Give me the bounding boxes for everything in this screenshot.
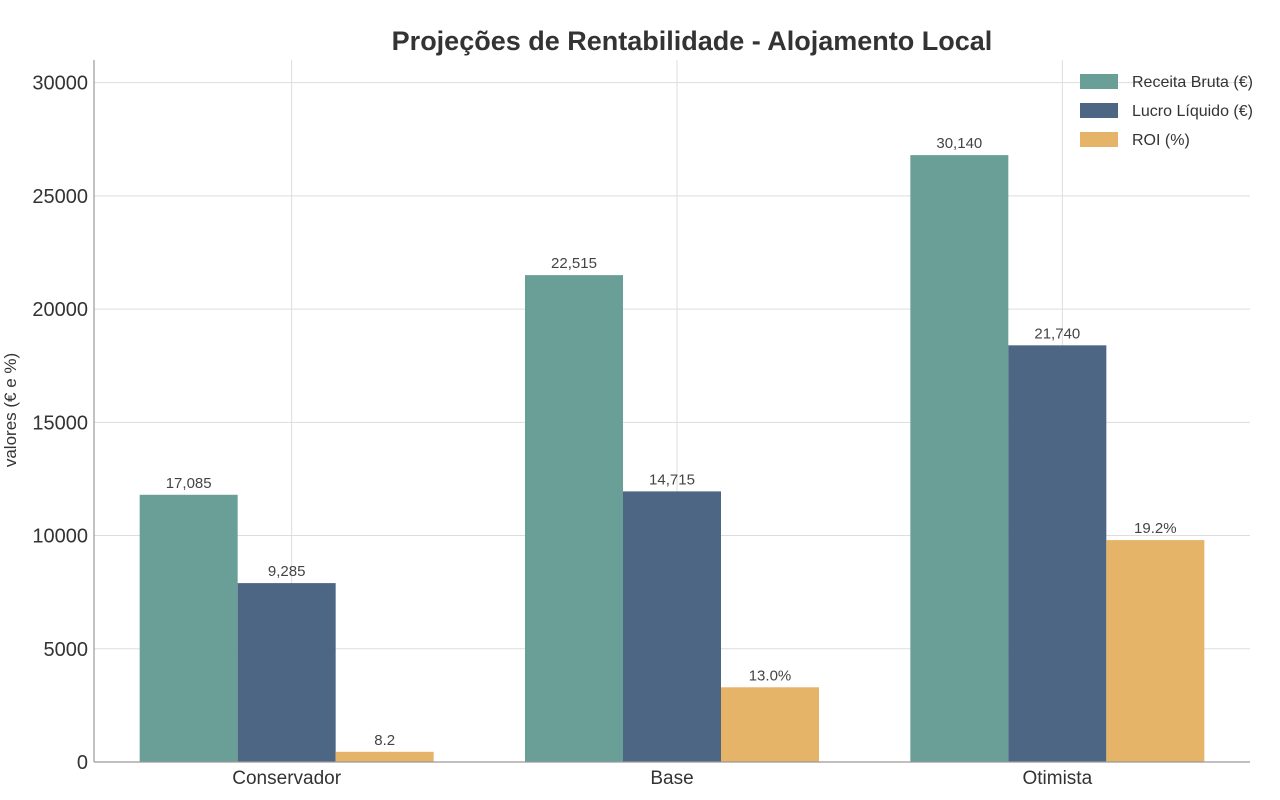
x-axis-ticks: Conservador Base Otimista [232, 768, 1092, 789]
bar-value-label: 14,715 [649, 471, 695, 488]
legend-swatch [1080, 132, 1118, 147]
legend: Receita Bruta (€) Lucro Líquido (€) ROI (%… [1080, 74, 1253, 149]
bar-otimista-1 [1008, 345, 1107, 762]
bar-conservador-2 [335, 751, 434, 762]
bar-conservador-1 [237, 583, 336, 762]
bar-value-label: 9,285 [268, 563, 306, 580]
bar-otimista-0 [910, 155, 1009, 762]
bar-value-label: 17,085 [166, 475, 212, 492]
bar-conservador-0 [139, 494, 238, 762]
legend-label: ROI (%) [1132, 132, 1190, 149]
bar-base-0 [525, 275, 623, 762]
x-tick-label: Base [650, 768, 693, 789]
bar-value-label: 8.2 [374, 732, 395, 749]
bar-labels: 17,085 9,285 8.2 22,515 14,715 13.0% 30,140 21,… [166, 135, 1177, 749]
x-tick-label: Otimista [1022, 768, 1092, 789]
y-tick-label: 0 [77, 752, 88, 774]
chart-title: Projeções de Rentabilidade - Alojamento … [392, 26, 993, 56]
bar-otimista-2 [1106, 540, 1205, 762]
y-tick-label: 15000 [32, 412, 88, 434]
legend-swatch [1080, 74, 1118, 89]
bar-value-label: 21,740 [1034, 325, 1080, 342]
bar-value-label: 22,515 [551, 255, 597, 272]
y-tick-label: 20000 [32, 299, 88, 321]
bars [139, 155, 1205, 762]
legend-label: Lucro Líquido (€) [1132, 103, 1253, 120]
bar-base-1 [623, 491, 721, 762]
bar-value-label: 19.2% [1134, 520, 1177, 537]
legend-label: Receita Bruta (€) [1132, 74, 1253, 91]
bar-value-label: 13.0% [749, 667, 792, 684]
y-tick-label: 10000 [32, 526, 88, 548]
y-tick-label: 25000 [32, 186, 88, 208]
y-axis-label: valores (€ e %) [1, 353, 20, 467]
legend-swatch [1080, 103, 1118, 118]
bar-value-label: 30,140 [936, 135, 982, 152]
y-axis-ticks: 0 5000 10000 15000 20000 25000 30000 [32, 73, 88, 774]
bar-base-2 [721, 687, 819, 762]
x-tick-label: Conservador [232, 768, 341, 789]
y-tick-label: 30000 [32, 73, 88, 95]
y-tick-label: 5000 [44, 639, 89, 661]
